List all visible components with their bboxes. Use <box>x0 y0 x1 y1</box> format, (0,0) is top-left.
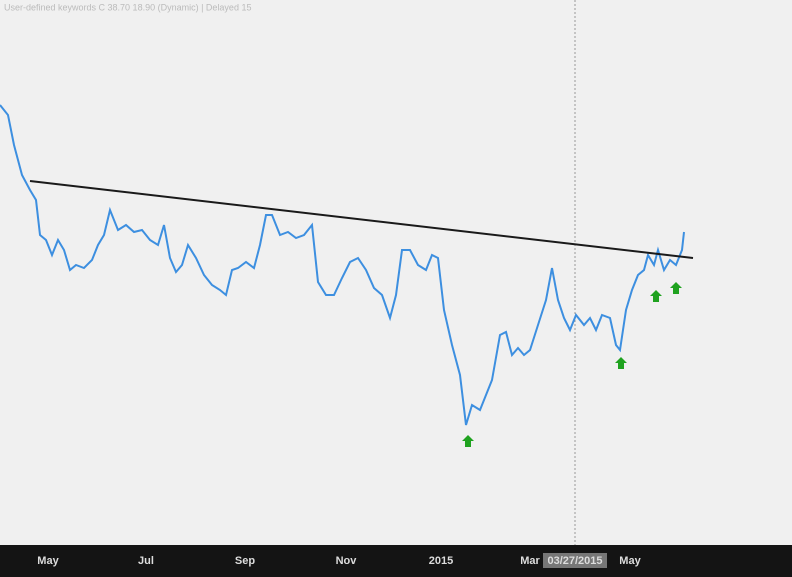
signal-arrow <box>462 435 474 447</box>
signal-arrow <box>670 282 682 294</box>
price-line <box>0 104 685 426</box>
x-tick-label: Mar <box>520 555 540 567</box>
signal-arrows <box>462 282 682 447</box>
x-tick-label: Jul <box>138 555 154 567</box>
trendline <box>29 180 694 259</box>
time-axis-bar <box>0 545 792 577</box>
x-tick-label: May <box>37 555 59 567</box>
signal-arrow <box>650 290 662 302</box>
header-text: User-defined keywords C 38.70 18.90 (Dyn… <box>4 2 251 12</box>
signal-arrow <box>615 357 627 369</box>
x-tick-label: 2015 <box>429 555 453 567</box>
x-tick-label: 03/27/2015 <box>547 555 602 567</box>
x-tick-label: Nov <box>336 555 358 567</box>
crosshair-label-box <box>543 553 607 568</box>
x-tick-label: Sep <box>235 555 255 567</box>
x-tick-label: May <box>619 555 641 567</box>
